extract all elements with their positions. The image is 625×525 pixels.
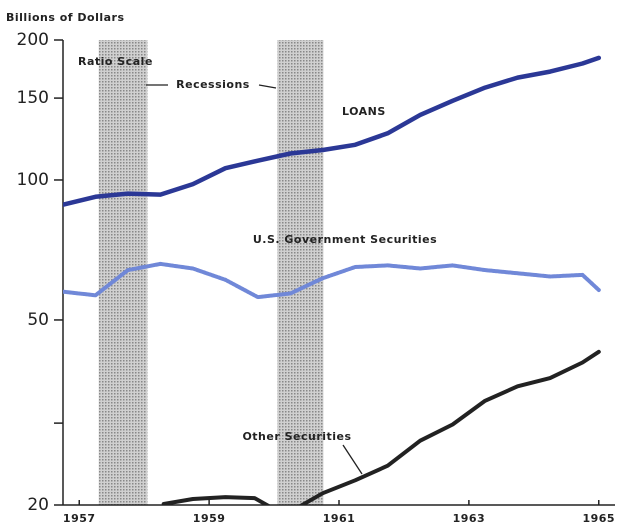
series-label: U.S. Government Securities xyxy=(253,233,437,246)
leader-line xyxy=(342,444,363,475)
y-tick-label: 200 xyxy=(17,30,49,50)
x-tick-label: 1961 xyxy=(323,512,356,525)
y-tick-label: 150 xyxy=(17,88,49,108)
y-axis-title: Billions of Dollars xyxy=(6,11,125,24)
series-label: Other Securities xyxy=(242,430,351,443)
series-line xyxy=(63,55,602,207)
x-tick-label: 1957 xyxy=(63,512,96,525)
y-tick-label: 100 xyxy=(17,170,49,190)
series-label: LOANS xyxy=(342,105,386,118)
recession-bands xyxy=(98,40,324,505)
recessions-label: Recessions xyxy=(176,78,250,91)
scale-note: Ratio Scale xyxy=(78,55,153,68)
x-tick-label: 1959 xyxy=(193,512,226,525)
leader-line xyxy=(258,84,277,89)
series-line xyxy=(161,349,601,505)
recession-band xyxy=(277,40,324,505)
y-tick-label: 50 xyxy=(27,310,49,330)
y-tick-label: 20 xyxy=(27,495,49,515)
x-tick-label: 1963 xyxy=(453,512,486,525)
x-tick-label: 1965 xyxy=(582,512,615,525)
series-line xyxy=(63,261,601,300)
